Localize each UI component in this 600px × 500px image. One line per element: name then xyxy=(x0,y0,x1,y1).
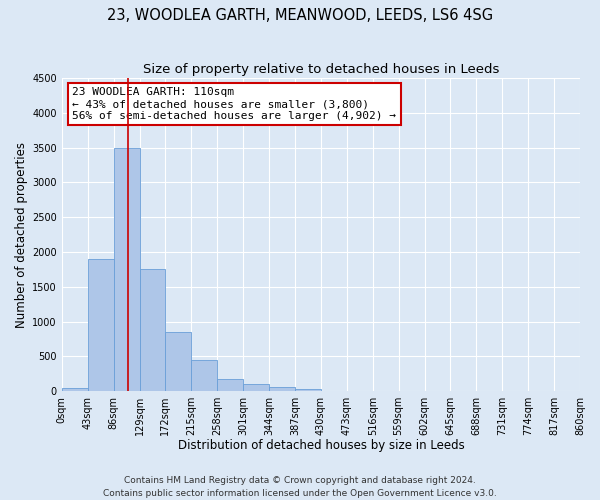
Y-axis label: Number of detached properties: Number of detached properties xyxy=(15,142,28,328)
X-axis label: Distribution of detached houses by size in Leeds: Distribution of detached houses by size … xyxy=(178,440,464,452)
Bar xyxy=(243,384,269,391)
Text: Contains HM Land Registry data © Crown copyright and database right 2024.
Contai: Contains HM Land Registry data © Crown c… xyxy=(103,476,497,498)
Text: 23 WOODLEA GARTH: 110sqm
← 43% of detached houses are smaller (3,800)
56% of sem: 23 WOODLEA GARTH: 110sqm ← 43% of detach… xyxy=(72,88,396,120)
Title: Size of property relative to detached houses in Leeds: Size of property relative to detached ho… xyxy=(143,62,499,76)
Text: 23, WOODLEA GARTH, MEANWOOD, LEEDS, LS6 4SG: 23, WOODLEA GARTH, MEANWOOD, LEEDS, LS6 … xyxy=(107,8,493,22)
Bar xyxy=(88,259,113,391)
Bar xyxy=(295,389,321,391)
Bar xyxy=(166,332,191,391)
Bar xyxy=(269,388,295,391)
Bar xyxy=(113,148,140,391)
Bar xyxy=(217,379,243,391)
Bar xyxy=(62,388,88,391)
Bar xyxy=(140,270,166,391)
Bar xyxy=(191,360,217,391)
